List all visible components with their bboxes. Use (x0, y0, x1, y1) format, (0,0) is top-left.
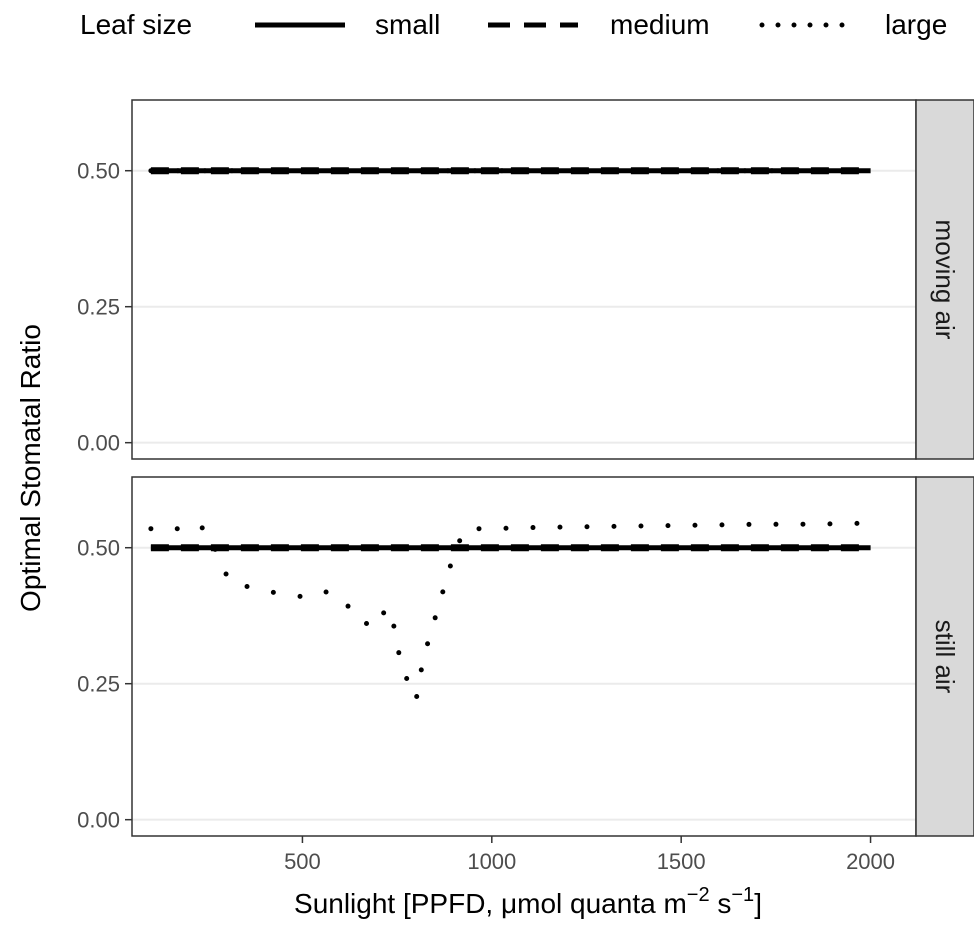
panel-still-air: still air 0.00 0.25 0.50 (77, 476, 974, 837)
x-tick-label: 2000 (846, 849, 895, 874)
panel-1-border (131, 99, 917, 460)
legend: Leaf size small medium large (80, 9, 947, 40)
y-tick-label: 0.00 (77, 431, 120, 456)
y-tick-label: 0.00 (77, 808, 120, 833)
panel-1-strip (915, 99, 974, 460)
y-tick-label: 0.50 (77, 536, 120, 561)
x-axis-title-s: s (710, 888, 732, 919)
y-axis-title: Optimal Stomatal Ratio (15, 324, 46, 612)
x-axis-title-exp2: −1 (731, 884, 754, 906)
x-axis-title-close: ] (754, 888, 762, 919)
panel-1-strip-label: moving air (930, 220, 960, 340)
panel-2-strip-label: still air (930, 620, 960, 694)
panel-moving-air: moving air 0.00 0.25 0.50 (77, 99, 974, 460)
y-tick-label: 0.50 (77, 159, 120, 184)
panel-2-y-ticks: 0.00 0.25 0.50 (77, 536, 132, 833)
legend-title: Leaf size (80, 9, 192, 40)
x-axis: 500 1000 1500 2000 (284, 836, 895, 874)
x-axis-title-exp1: −2 (687, 884, 710, 906)
panel-2-strip (915, 476, 974, 837)
panel-1-y-ticks: 0.00 0.25 0.50 (77, 159, 132, 456)
legend-label-small: small (375, 9, 440, 40)
panel-2-gridlines (132, 546, 916, 821)
x-tick-label: 500 (284, 849, 321, 874)
legend-key-small: small (255, 9, 440, 40)
panel-1-gridlines (132, 169, 916, 444)
legend-label-large: large (885, 9, 947, 40)
x-axis-title: Sunlight [PPFD, μmol quanta m−2 s−1] (294, 884, 762, 919)
panel-2-border (131, 476, 917, 837)
x-tick-label: 1000 (467, 849, 516, 874)
y-tick-label: 0.25 (77, 295, 120, 320)
x-axis-title-unit: mol quanta m (517, 888, 687, 919)
legend-key-medium: medium (488, 9, 710, 40)
legend-label-medium: medium (610, 9, 710, 40)
x-axis-title-mu: μ (501, 888, 517, 919)
panel-2-series (148, 520, 874, 703)
x-tick-label: 1500 (657, 849, 706, 874)
y-tick-label: 0.25 (77, 672, 120, 697)
legend-key-large: large (759, 9, 947, 40)
x-axis-title-base: Sunlight [PPFD, (294, 888, 501, 919)
